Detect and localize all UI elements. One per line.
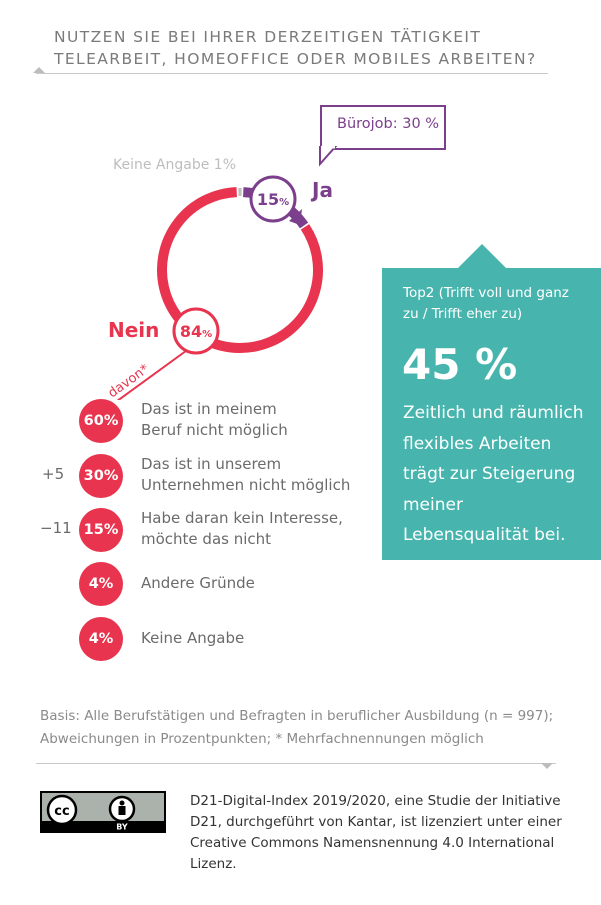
basis-marker-icon [541,763,553,769]
cc-by-license-icon[interactable]: cc BY [40,791,166,833]
svg-text:15%: 15% [257,190,289,209]
ja-pointer [289,209,302,225]
reason-value: 15% [83,522,119,538]
reason-text: Andere Gründe [141,574,255,592]
ja-label: Ja [312,178,333,202]
highlight-subtitle: Top2 (Trifft voll und ganz zu / Trifft e… [403,285,569,322]
reason-text: Keine Angabe [141,629,245,647]
title-marker-icon [33,67,45,73]
by-text: BY [116,823,128,832]
reason-value-circle: 4% [79,562,123,606]
davon-connector [116,347,191,400]
buerojob-callout [320,105,446,150]
chart-title: NUTZEN SIE BEI IHRER DERZEITIGEN TÄTIGKE… [54,28,537,68]
ja-pct-sign: % [279,197,289,208]
highlight-box-notch [458,244,506,268]
nein-value-circle [172,307,220,355]
cc-text: cc [54,804,69,819]
reason-delta: +5 [42,465,65,483]
nein-label: Nein [108,318,160,342]
reason-text: Das ist in unserem Unternehmen nicht mög… [141,455,351,494]
ja-value: 15 [257,190,279,209]
svg-text:84%: 84% [180,322,212,341]
buerojob-text: Bürojob: 30 % [337,116,440,132]
reason-text: Habe daran kein Interesse, möchte das ni… [141,509,343,548]
title-divider [36,73,548,74]
highlight-value: 45 % [402,340,518,389]
reason-value: 60% [83,413,119,429]
reason-value: 4% [88,576,114,592]
donut-chart: davon* 84% 15% [106,175,323,400]
reason-value: 4% [88,631,114,647]
basis-divider [36,763,556,764]
cc-badge-graphic: cc BY [42,793,164,832]
nein-pct-sign: % [202,329,212,340]
nein-value: 84 [180,322,202,341]
ja-value-circle [249,175,297,223]
keine-angabe-label: Keine Angabe 1% [113,157,236,173]
reason-value-circle: 60% [79,399,123,443]
reason-value-circle: 30% [79,454,123,498]
reason-delta: −11 [40,519,72,537]
reason-value: 30% [83,468,119,484]
reason-value-circle: 15% [79,508,123,552]
callout-tail-icon [319,146,338,167]
highlight-box [382,268,601,560]
reason-value-circle: 4% [79,617,123,661]
basis-note: Basis: Alle Berufstätigen und Befragten … [40,708,554,747]
reason-text: Das ist in meinem Beruf nicht möglich [141,400,288,439]
highlight-text: Zeitlich und räumlich flexibles Arbeiten… [403,403,584,545]
license-text: D21-Digital-Index 2019/2020, eine Studie… [190,793,562,872]
